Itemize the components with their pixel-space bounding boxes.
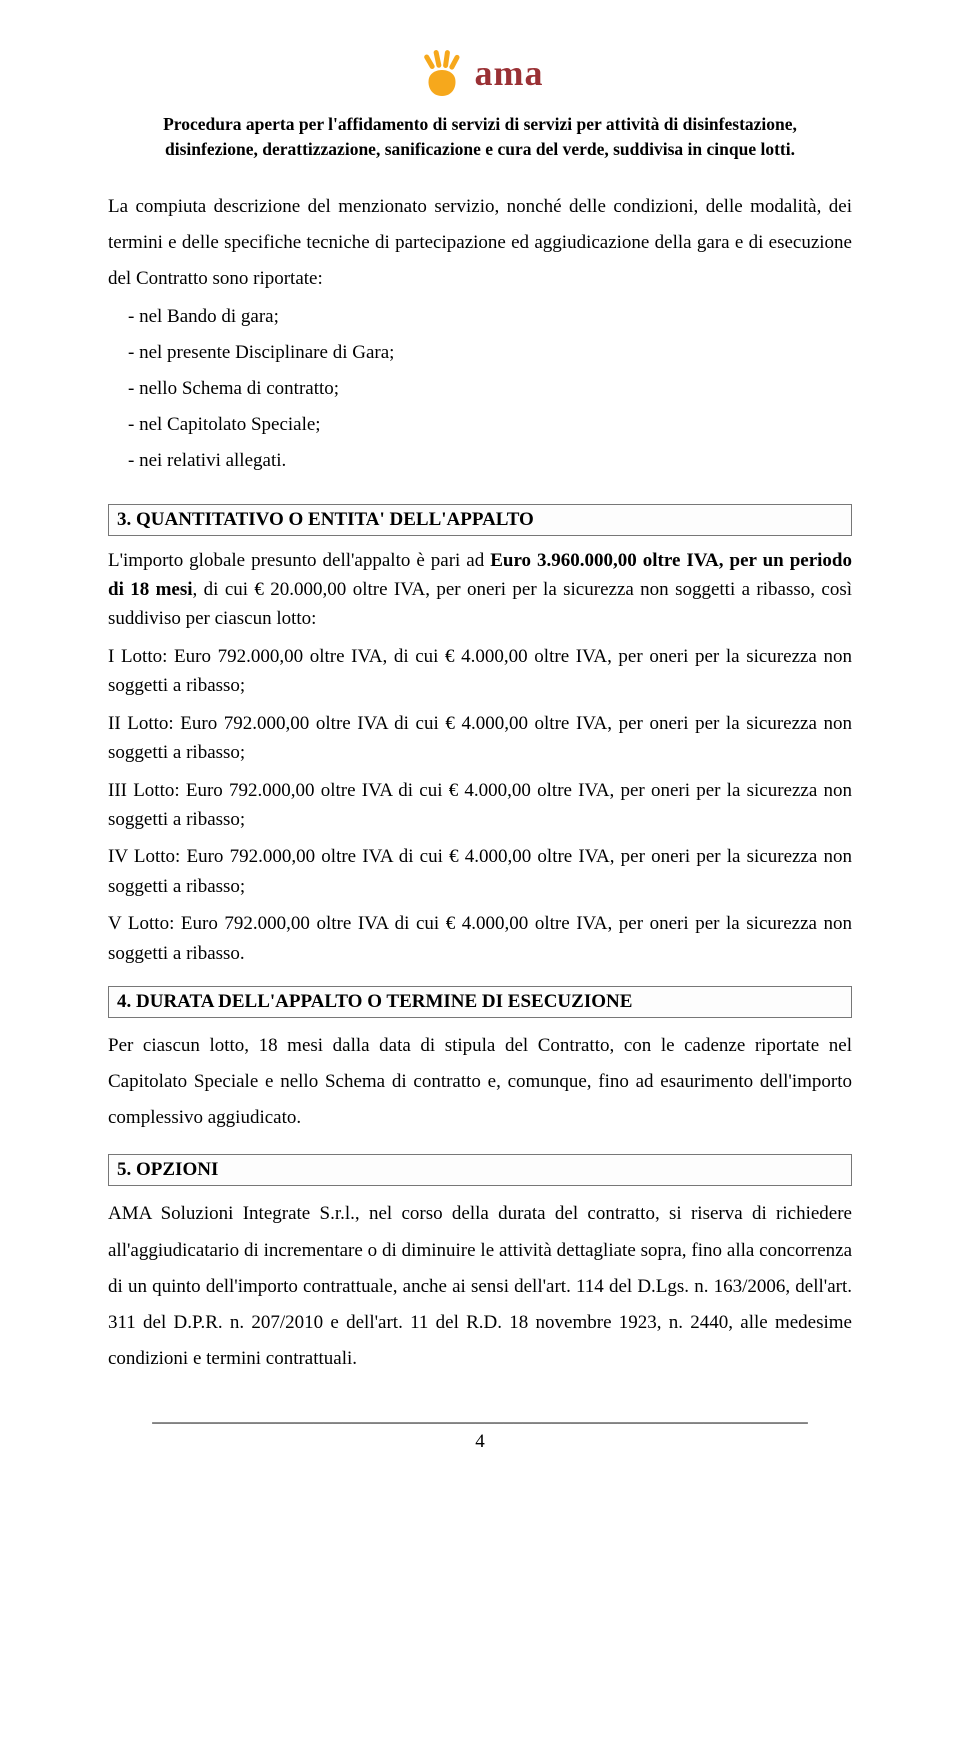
- sec3-lotto-4: IV Lotto: Euro 792.000,00 oltre IVA di c…: [108, 842, 852, 901]
- list-item: - nel presente Disciplinare di Gara;: [108, 335, 852, 371]
- footer: ________________________________________…: [108, 1405, 852, 1453]
- document-page: ama Procedura aperta per l'affidamento d…: [0, 0, 960, 1493]
- section-5-body: AMA Soluzioni Integrate S.r.l., nel cors…: [108, 1196, 852, 1376]
- intro-list: - nel Bando di gara; - nel presente Disc…: [108, 299, 852, 479]
- header-line-2: disinfezione, derattizzazione, sanificaz…: [108, 137, 852, 162]
- sec3-pa: L'importo globale presunto dell'appalto …: [108, 550, 490, 571]
- section-4-body: Per ciascun lotto, 18 mesi dalla data di…: [108, 1028, 852, 1136]
- logo: ama: [108, 48, 852, 98]
- list-item: - nei relativi allegati.: [108, 443, 852, 479]
- sec3-lotto-3: III Lotto: Euro 792.000,00 oltre IVA di …: [108, 776, 852, 835]
- sec4-body: Per ciascun lotto, 18 mesi dalla data di…: [108, 1028, 852, 1136]
- intro-paragraph: La compiuta descrizione del menzionato s…: [108, 189, 852, 297]
- sec3-lotto-1: I Lotto: Euro 792.000,00 oltre IVA, di c…: [108, 642, 852, 701]
- page-number: 4: [108, 1431, 852, 1453]
- list-item: - nello Schema di contratto;: [108, 371, 852, 407]
- list-item: - nel Capitolato Speciale;: [108, 407, 852, 443]
- section-5-title: 5. OPZIONI: [117, 1159, 843, 1181]
- sec3-lotto-5: V Lotto: Euro 792.000,00 oltre IVA di cu…: [108, 909, 852, 968]
- footer-rule: ________________________________________…: [108, 1405, 852, 1427]
- sec3-intro: L'importo globale presunto dell'appalto …: [108, 546, 852, 634]
- section-5-box: 5. OPZIONI: [108, 1154, 852, 1186]
- section-3-body: L'importo globale presunto dell'appalto …: [108, 546, 852, 969]
- doc-header: Procedura aperta per l'affidamento di se…: [108, 112, 852, 163]
- sec3-pc: , di cui € 20.000,00 oltre IVA, per oner…: [108, 579, 852, 629]
- sec5-body: AMA Soluzioni Integrate S.r.l., nel cors…: [108, 1196, 852, 1376]
- section-3-box: 3. QUANTITATIVO O ENTITA' DELL'APPALTO: [108, 504, 852, 536]
- list-item: - nel Bando di gara;: [108, 299, 852, 335]
- section-4-title: 4. DURATA DELL'APPALTO O TERMINE DI ESEC…: [117, 991, 843, 1013]
- logo-text: ama: [475, 52, 544, 94]
- section-4-box: 4. DURATA DELL'APPALTO O TERMINE DI ESEC…: [108, 986, 852, 1018]
- section-3-title: 3. QUANTITATIVO O ENTITA' DELL'APPALTO: [117, 509, 843, 531]
- header-line-1: Procedura aperta per l'affidamento di se…: [108, 112, 852, 137]
- hand-logo-icon: [417, 48, 467, 98]
- sec3-lotto-2: II Lotto: Euro 792.000,00 oltre IVA di c…: [108, 709, 852, 768]
